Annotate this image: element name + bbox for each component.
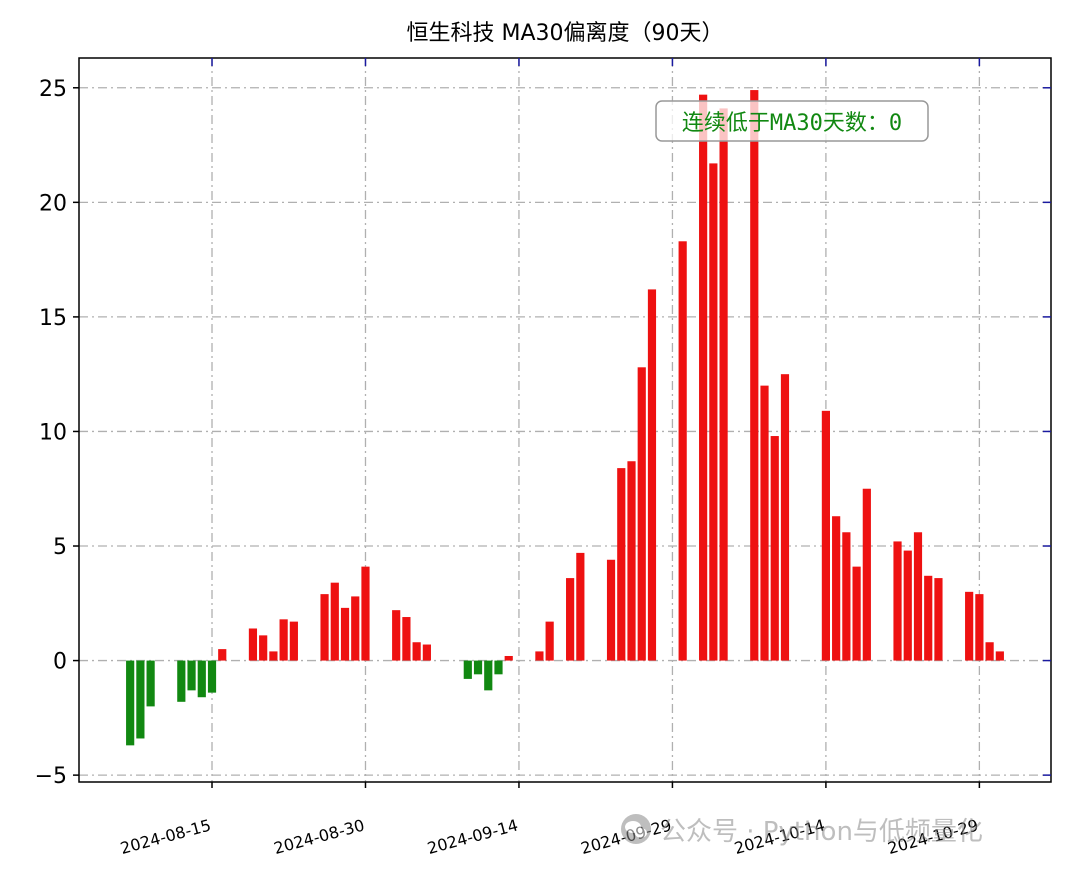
bar	[289, 621, 298, 661]
bar	[995, 651, 1004, 661]
watermark-text: 公众号 · Python与低频量化	[660, 817, 983, 847]
bar	[903, 550, 912, 661]
bar	[637, 367, 646, 661]
bar	[606, 559, 616, 661]
y-tick-label: 20	[39, 191, 67, 216]
bar	[750, 90, 759, 661]
y-tick-label: 5	[53, 535, 67, 560]
bar	[678, 241, 687, 661]
bar	[136, 660, 145, 739]
x-tick-label: 2024-08-15	[118, 816, 213, 858]
bar	[975, 594, 984, 661]
wechat-icon	[621, 814, 651, 844]
bar	[566, 578, 575, 661]
bar	[402, 617, 411, 661]
bar	[934, 578, 943, 661]
watermark: 公众号 · Python与低频量化	[621, 814, 983, 847]
y-tick-label: 0	[53, 650, 67, 675]
grid	[79, 58, 1051, 782]
bar	[985, 642, 994, 661]
bar	[832, 516, 841, 661]
bars	[126, 90, 1004, 746]
bar	[862, 488, 871, 661]
axis-ticks	[73, 58, 1051, 788]
bar	[965, 591, 974, 661]
x-tick-label: 2024-08-30	[272, 816, 367, 858]
bar	[473, 660, 483, 675]
bar	[719, 108, 728, 661]
bar	[351, 596, 360, 661]
bar	[545, 621, 554, 661]
annotation-text: 连续低于MA30天数：0	[682, 111, 902, 136]
bar	[340, 607, 350, 661]
bar	[146, 660, 155, 707]
bar	[279, 619, 288, 661]
bar	[576, 552, 585, 661]
bar	[780, 374, 790, 661]
bar	[248, 628, 258, 661]
bar	[484, 660, 493, 691]
bar	[269, 651, 278, 661]
bar	[494, 660, 503, 675]
bar	[422, 644, 431, 661]
bar	[177, 660, 186, 702]
bar	[647, 289, 657, 661]
bar	[330, 582, 339, 661]
bar	[218, 649, 227, 661]
y-tick-label: 15	[39, 306, 67, 331]
bar	[924, 575, 933, 661]
bar	[627, 461, 636, 661]
bar	[207, 660, 217, 693]
bar	[852, 566, 861, 661]
bar	[770, 436, 779, 661]
bar	[392, 610, 401, 661]
x-tick-label: 2024-09-14	[425, 816, 520, 858]
annotation-box: 连续低于MA30天数：0	[655, 100, 929, 142]
bar	[504, 655, 513, 661]
y-tick-label: 10	[39, 420, 67, 445]
bar	[821, 410, 830, 661]
plot-area-frame	[78, 57, 1052, 783]
bar	[197, 660, 206, 698]
bar	[913, 532, 923, 661]
bar	[412, 642, 421, 661]
chart-title: 恒生科技 MA30偏离度（90天）	[406, 21, 723, 46]
y-tick-label: −5	[35, 764, 67, 789]
bar	[126, 660, 135, 746]
bar	[893, 541, 902, 661]
bar	[535, 651, 544, 661]
bar	[361, 566, 370, 661]
y-tick-label: 25	[39, 77, 67, 102]
bar	[463, 660, 472, 679]
bar	[187, 660, 196, 691]
bar	[617, 468, 626, 661]
bar	[320, 594, 329, 661]
y-axis: −5 0 5 10 15 20 25	[35, 77, 67, 789]
bar	[259, 635, 268, 661]
bar	[760, 385, 769, 661]
bar	[709, 163, 718, 661]
bar	[842, 532, 851, 661]
bar	[699, 94, 708, 661]
